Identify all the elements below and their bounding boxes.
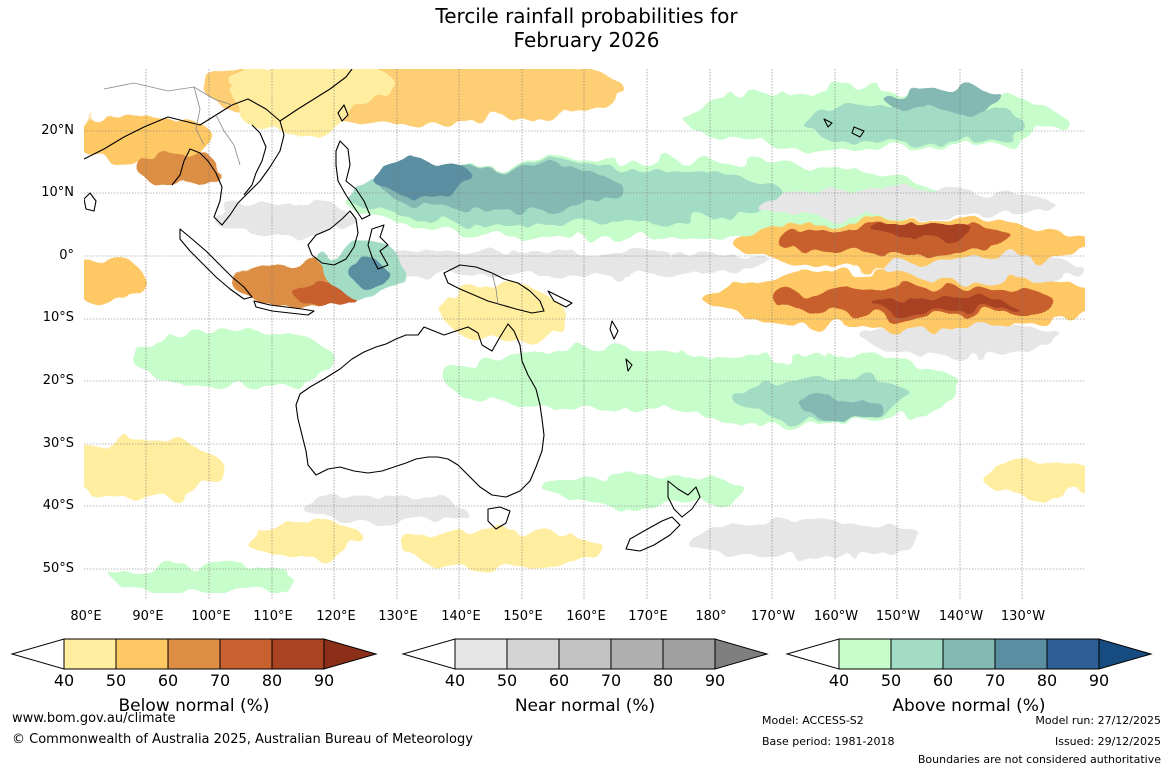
lon-label-130w: 130°W — [1000, 609, 1046, 624]
near-normal-tick-90: 90 — [704, 671, 726, 690]
political-borders — [103, 82, 499, 306]
lat-label-30s: 30°S — [42, 436, 74, 451]
above-normal-tick-90: 90 — [1088, 671, 1110, 690]
above-normal-title: Above normal (%) — [892, 696, 1046, 716]
lon-label-90e: 90°E — [132, 609, 164, 624]
near-normal-swatch-80 — [663, 639, 715, 669]
lon-label-140w: 140°W — [938, 609, 984, 624]
disclaimer-text: Boundaries are not considered authoritat… — [917, 753, 1161, 766]
above-normal-tick-50: 50 — [880, 671, 902, 690]
above-normal-swatch-80 — [1047, 639, 1099, 669]
lon-label-140e: 140°E — [441, 609, 481, 624]
below-normal-tick-60: 60 — [157, 671, 179, 690]
lon-label-170e: 170°E — [628, 609, 668, 624]
below-normal-swatch-40 — [64, 639, 116, 669]
above-normal-tick-70: 70 — [984, 671, 1006, 690]
near-normal-tick-80: 80 — [652, 671, 674, 690]
below-normal-swatch-50 — [116, 639, 168, 669]
coastlines — [84, 69, 865, 552]
near-normal-swatch-60 — [559, 639, 611, 669]
near-normal-swatch-50 — [507, 639, 559, 669]
above-normal-swatch-40 — [839, 639, 891, 669]
near-normal-title: Near normal (%) — [514, 696, 656, 716]
map-title: Tercile rainfall probabilities for Febru… — [0, 4, 1173, 52]
lon-label-170w: 170°W — [750, 609, 796, 624]
lat-label-10s: 10°S — [42, 310, 74, 325]
issued-text: Issued: 29/12/2025 — [1054, 735, 1161, 748]
below-normal-colorbar — [10, 638, 378, 670]
lon-label-160w: 160°W — [813, 609, 859, 624]
near-normal-tick-40: 40 — [444, 671, 466, 690]
near-normal-swatch-70 — [611, 639, 663, 669]
model-text: Model: ACCESS-S2 — [762, 714, 864, 727]
lat-label-equator: 0° — [59, 248, 74, 263]
lon-label-100e: 100°E — [191, 609, 231, 624]
near-normal-colorbar — [401, 638, 769, 670]
base-period-text: Base period: 1981-2018 — [762, 735, 895, 748]
below-normal-swatch-60 — [168, 639, 220, 669]
below-normal-tick-70: 70 — [209, 671, 231, 690]
below-normal-tick-80: 80 — [261, 671, 283, 690]
below-normal-upper-arrow — [323, 638, 378, 670]
below-normal-tick-90: 90 — [313, 671, 335, 690]
title-line-2: February 2026 — [513, 28, 660, 52]
copyright-text: © Commonwealth of Australia 2025, Austra… — [12, 732, 473, 747]
above-normal-swatch-60 — [943, 639, 995, 669]
map-svg — [84, 69, 1085, 600]
near-normal-tick-60: 60 — [548, 671, 570, 690]
lon-label-110e: 110°E — [253, 609, 293, 624]
lat-label-20n: 20°N — [41, 123, 74, 138]
graticule — [84, 69, 1085, 600]
title-line-1: Tercile rainfall probabilities for — [435, 4, 738, 28]
above-normal-tick-80: 80 — [1036, 671, 1058, 690]
near-normal-tick-70: 70 — [600, 671, 622, 690]
below-normal-tick-40: 40 — [53, 671, 75, 690]
lon-label-150w: 150°W — [875, 609, 921, 624]
below-normal-tick-50: 50 — [105, 671, 127, 690]
above-normal-lower-arrow — [785, 638, 840, 670]
above-normal-upper-arrow — [1098, 638, 1153, 670]
lat-label-50s: 50°S — [42, 561, 74, 576]
lon-label-150e: 150°E — [503, 609, 543, 624]
lon-label-130e: 130°E — [378, 609, 418, 624]
lat-label-20s: 20°S — [42, 373, 74, 388]
model-run-text: Model run: 27/12/2025 — [1035, 714, 1161, 727]
website-link[interactable]: www.bom.gov.au/climate — [12, 711, 176, 726]
near-normal-lower-arrow — [401, 638, 456, 670]
above-normal-tick-40: 40 — [828, 671, 850, 690]
lon-label-160e: 160°E — [566, 609, 606, 624]
below-normal-title: Below normal (%) — [118, 696, 270, 716]
above-normal-swatch-70 — [995, 639, 1047, 669]
above-normal-tick-60: 60 — [932, 671, 954, 690]
near-normal-upper-arrow — [714, 638, 769, 670]
below-normal-lower-arrow — [10, 638, 65, 670]
below-normal-swatch-70 — [220, 639, 272, 669]
lon-label-80e: 80°E — [70, 609, 102, 624]
near-normal-swatch-40 — [455, 639, 507, 669]
lon-label-180: 180° — [695, 609, 727, 624]
rainfall-probability-map — [84, 69, 1085, 600]
lat-label-10n: 10°N — [41, 185, 74, 200]
below-normal-swatch-80 — [272, 639, 324, 669]
probability-shading — [84, 69, 1085, 593]
above-normal-swatch-50 — [891, 639, 943, 669]
above-normal-colorbar — [785, 638, 1153, 670]
lon-label-120e: 120°E — [316, 609, 356, 624]
near-normal-tick-50: 50 — [496, 671, 518, 690]
lat-label-40s: 40°S — [42, 498, 74, 513]
